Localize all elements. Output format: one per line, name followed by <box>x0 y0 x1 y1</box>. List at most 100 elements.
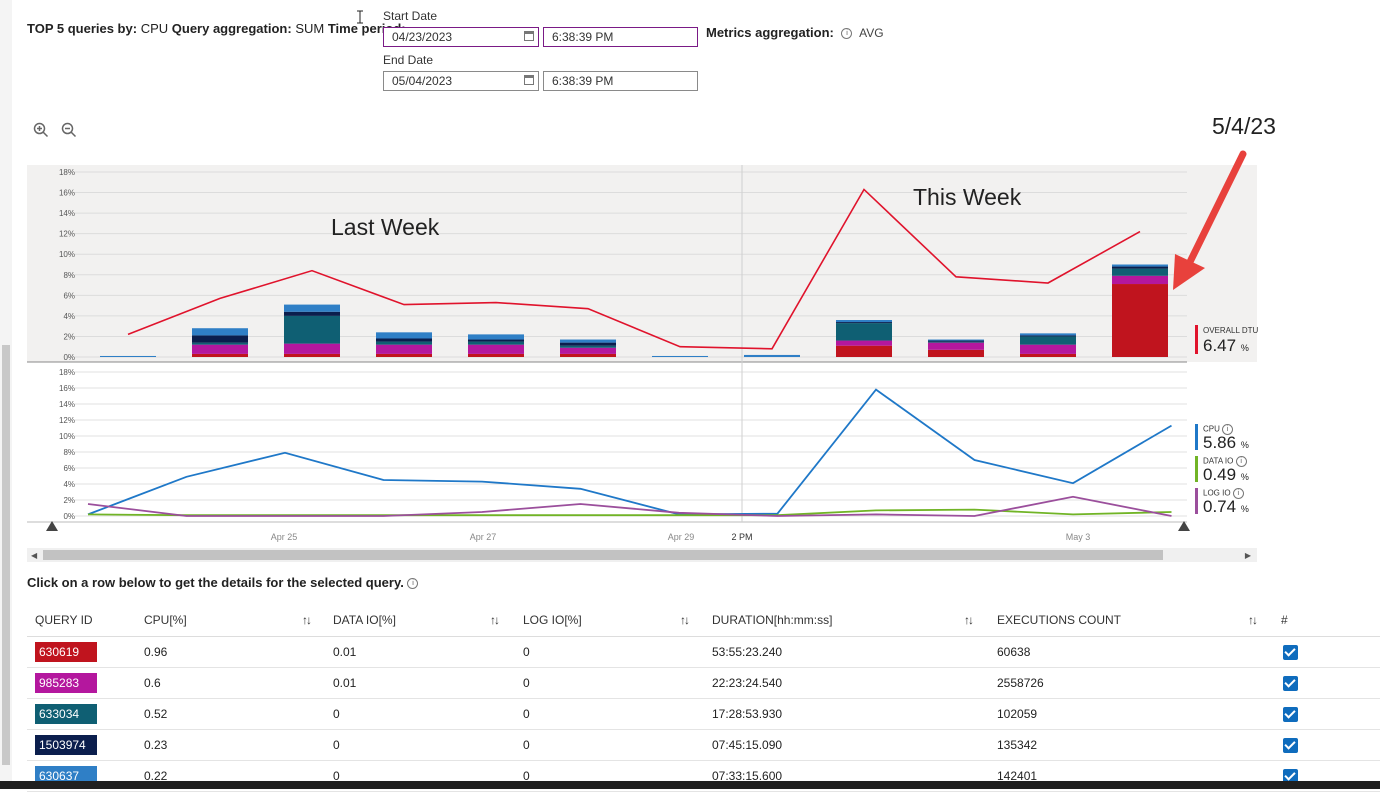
info-icon[interactable]: i <box>1232 488 1244 499</box>
row-checkbox[interactable] <box>1283 737 1298 753</box>
sort-icon[interactable]: ↑↓ <box>1248 613 1258 627</box>
y-tick-label: 18% <box>59 168 75 177</box>
row-checkbox[interactable] <box>1283 768 1298 784</box>
x-tick-label: May 3 <box>1066 532 1091 542</box>
cpu-cell: 0.96 <box>144 645 168 659</box>
end-time-input[interactable]: 6:38:39 PM <box>543 71 698 91</box>
cpu-cell: 0.22 <box>144 769 168 783</box>
query-id-badge[interactable]: 633034 <box>35 704 97 724</box>
y-tick-label: 6% <box>63 464 75 473</box>
log-io-cell: 0 <box>523 645 530 659</box>
end-date-label: End Date <box>383 53 434 67</box>
sort-icon[interactable]: ↑↓ <box>964 613 974 627</box>
bar-segment-1503974 <box>836 322 892 324</box>
cpu-cell: 0.6 <box>144 676 161 690</box>
table-header: QUERY ID CPU[%] ↑↓ DATA IO[%] ↑↓ LOG IO[… <box>27 604 1380 637</box>
info-icon[interactable]: i <box>1222 424 1234 435</box>
query-id-badge[interactable]: 985283 <box>35 673 97 693</box>
executions-cell: 60638 <box>997 645 1031 659</box>
query-id-cell: 630619 <box>35 637 97 667</box>
zoom-out-icon[interactable] <box>61 122 77 138</box>
last-week-annotation: Last Week <box>331 214 440 240</box>
column-cpu[interactable]: CPU[%] <box>144 613 187 627</box>
overall-dtu-line <box>127 188 1141 350</box>
metrics-aggregation: Metrics aggregation: i AVG <box>706 25 884 40</box>
y-tick-label: 6% <box>63 291 75 300</box>
bar-segment-630637 <box>560 339 616 343</box>
query-id-badge[interactable]: 1503974 <box>35 735 97 755</box>
column-data-io[interactable]: DATA IO[%] <box>333 613 396 627</box>
query-id-badge[interactable]: 630619 <box>35 642 97 662</box>
y-tick-label: 10% <box>59 432 75 441</box>
bar-segment-630637 <box>376 332 432 339</box>
row-checkbox[interactable] <box>1283 706 1298 722</box>
calendar-icon[interactable] <box>524 75 534 85</box>
end-time-value: 6:38:39 PM <box>552 74 614 88</box>
page-scrollbar-thumb[interactable] <box>2 345 10 765</box>
column-executions[interactable]: EXECUTIONS COUNT <box>997 613 1122 627</box>
bar-segment-1503974 <box>1020 335 1076 337</box>
info-icon[interactable]: i <box>841 28 853 40</box>
bar-segment-630637 <box>1112 264 1168 267</box>
bar-segment-1503974 <box>1112 266 1168 269</box>
data-io-cell: 0.01 <box>333 645 357 659</box>
x-tick-label: Apr 27 <box>470 532 497 542</box>
executions-cell: 142401 <box>997 769 1038 783</box>
bar-segment-1503974 <box>560 342 616 346</box>
y-tick-label: 4% <box>63 312 75 321</box>
info-icon[interactable]: i <box>407 578 419 590</box>
this-week-annotation: This Week <box>913 184 1022 210</box>
end-date-input[interactable]: 05/04/2023 <box>383 71 539 91</box>
calendar-icon[interactable] <box>524 31 534 41</box>
bar-segment-1503974 <box>468 339 524 342</box>
query-performance-chart[interactable]: 0% 2% 4% 6% 8% 10% 12% 14% 16% 18% 0% 2% 4% 6% 8% 10% 1… <box>0 0 1380 560</box>
bar-segment-1503974 <box>284 311 340 316</box>
sort-icon[interactable]: ↑↓ <box>490 613 500 627</box>
scroll-left-icon[interactable]: ◀ <box>31 551 38 560</box>
bar-segment-630637 <box>928 339 984 341</box>
range-start-handle-icon[interactable] <box>46 520 58 532</box>
text-cursor-icon <box>357 10 363 24</box>
range-end-handle-icon[interactable] <box>1178 520 1190 532</box>
info-icon[interactable]: i <box>1235 456 1247 467</box>
table-row[interactable]: 1503974 0.23 0 0 07:45:15.090 135342 <box>27 730 1380 761</box>
table-row[interactable]: 630619 0.96 0.01 0 53:55:23.240 60638 <box>27 637 1380 668</box>
query-id-cell: 1503974 <box>35 730 97 760</box>
agg-value[interactable]: SUM <box>295 21 325 36</box>
bar-segment-630637 <box>284 304 340 312</box>
bar-segment-630637 <box>468 334 524 340</box>
bar-segment-1503974 <box>192 335 248 343</box>
chart-horizontal-scrollbar[interactable]: ◀ ▶ <box>27 548 1257 562</box>
page-scrollbar[interactable] <box>0 0 12 789</box>
bar-segment-630619 <box>1020 353 1076 357</box>
data-io-cell: 0 <box>333 769 340 783</box>
row-checkbox[interactable] <box>1283 675 1298 691</box>
column-query-id[interactable]: QUERY ID <box>35 613 93 627</box>
bar-segment-1503974 <box>376 338 432 342</box>
bar-segment-633034 <box>1112 268 1168 276</box>
scroll-right-icon[interactable]: ▶ <box>1244 551 1251 560</box>
column-log-io[interactable]: LOG IO[%] <box>523 613 582 627</box>
zoom-in-icon[interactable] <box>33 122 49 138</box>
row-checkbox[interactable] <box>1283 644 1298 660</box>
bar-segment-1503974 <box>928 340 984 342</box>
chart-scrollbar-thumb[interactable] <box>43 550 1163 560</box>
x-tick-label: Apr 29 <box>668 532 695 542</box>
table-row[interactable]: 633034 0.52 0 0 17:28:53.930 102059 <box>27 699 1380 730</box>
start-date-input[interactable]: 04/23/2023 <box>383 27 539 47</box>
end-date-value: 05/04/2023 <box>392 74 453 88</box>
column-duration[interactable]: DURATION[hh:mm:ss] <box>712 613 833 627</box>
top-value[interactable]: CPU <box>140 21 169 36</box>
bar-segment-985283 <box>1020 344 1076 354</box>
log-io-cell: 0 <box>523 707 530 721</box>
data-io-legend-swatch <box>1195 456 1198 482</box>
sort-icon[interactable]: ↑↓ <box>680 613 690 627</box>
sort-icon[interactable]: ↑↓ <box>302 613 312 627</box>
table-row[interactable]: 985283 0.6 0.01 0 22:23:24.540 2558726 <box>27 668 1380 699</box>
start-time-input[interactable]: 6:38:39 PM <box>543 27 698 47</box>
log-io-legend-swatch <box>1195 488 1198 514</box>
metrics-value[interactable]: AVG <box>859 26 884 40</box>
bar-segment-630619 <box>284 353 340 357</box>
bar-segment-985283 <box>376 344 432 354</box>
bar-segment-630637 <box>1020 333 1076 336</box>
